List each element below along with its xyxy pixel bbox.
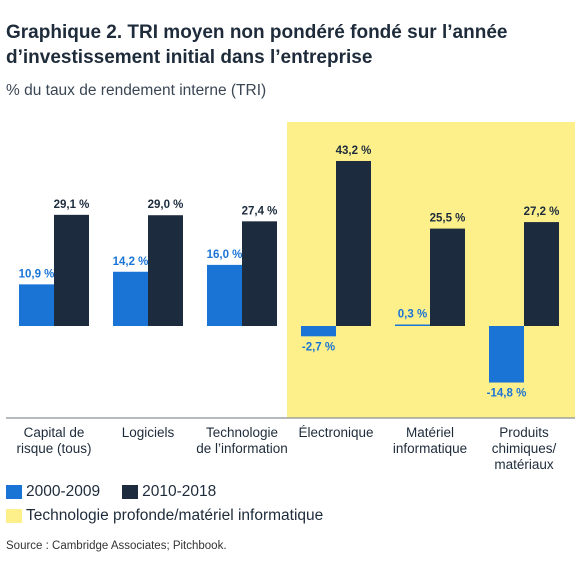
bar-s2-c1: [54, 214, 89, 326]
bar-s2-c2: [148, 215, 183, 326]
data-label-s1-c4: -2,7 %: [302, 341, 335, 353]
data-label-s1-c1: 10,9 %: [19, 268, 55, 280]
bar-s2-c4: [336, 160, 371, 326]
data-label-s1-c3: 16,0 %: [207, 249, 243, 261]
legend-label-series2: 2010-2018: [142, 483, 217, 500]
category-label-c5-line2: informatique: [393, 441, 467, 456]
bar-s1-c2: [113, 271, 148, 326]
data-label-s1-c6: -14,8 %: [487, 388, 527, 400]
data-label-s2-c3: 27,4 %: [242, 205, 278, 217]
chart-title-line-1: Graphique 2. TRI moyen non pondéré fondé…: [6, 22, 508, 43]
legend-highlight: Technologie profonde/matériel informatiq…: [6, 507, 345, 525]
category-label-c1-line1: Capital de: [24, 425, 85, 440]
category-label-c6-line2: chimiques/: [492, 441, 557, 456]
bar-s2-c6: [524, 222, 559, 326]
chart-subtitle: % du taux de rendement interne (TRI): [6, 82, 267, 99]
legend-swatch-series1: [6, 485, 22, 499]
bar-s2-c5: [430, 228, 465, 326]
data-label-s1-c5: 0,3 %: [398, 309, 427, 321]
data-label-s2-c1: 29,1 %: [54, 199, 90, 211]
data-label-s2-c4: 43,2 %: [336, 145, 372, 157]
data-label-s1-c2: 14,2 %: [113, 256, 149, 268]
category-label-c6-line3: matériaux: [494, 457, 554, 472]
data-label-s2-c6: 27,2 %: [524, 206, 560, 218]
category-label-c4-line1: Électronique: [298, 425, 373, 440]
chart-title: Graphique 2. TRI moyen non pondéré fondé…: [6, 20, 566, 70]
legend-item-series1: 2000-2009: [6, 483, 100, 501]
category-label-c3-line2: de l’information: [196, 441, 288, 456]
category-label-c3-line1: Technologie: [206, 425, 278, 440]
legend-swatch-highlight: [6, 509, 22, 523]
source-note: Source : Cambridge Associates; Pitchbook…: [6, 540, 227, 552]
bar-s1-c5: [395, 324, 430, 326]
bar-s1-c4: [301, 326, 336, 337]
data-label-s2-c5: 25,5 %: [430, 213, 466, 225]
bar-s1-c3: [207, 264, 242, 326]
legend-label-highlight: Technologie profonde/matériel informatiq…: [26, 507, 324, 524]
legend-item-highlight: Technologie profonde/matériel informatiq…: [6, 507, 323, 525]
legend-label-series1: 2000-2009: [26, 483, 101, 500]
category-label-c6-line1: Produits: [499, 425, 549, 440]
legend-series: 2000-2009 2010-2018: [6, 483, 238, 501]
chart-title-line-2: d’investissement initial dans l’entrepri…: [6, 47, 373, 68]
category-label-c1-line2: risque (tous): [16, 441, 91, 456]
legend-item-series2: 2010-2018: [122, 483, 216, 501]
bar-s1-c1: [19, 284, 54, 326]
bar-s1-c6: [489, 326, 524, 383]
legend-swatch-series2: [122, 485, 139, 499]
data-label-s2-c2: 29,0 %: [148, 199, 184, 211]
bar-s2-c3: [242, 221, 277, 326]
category-label-c5-line1: Matériel: [406, 425, 454, 440]
category-label-c2-line1: Logiciels: [122, 425, 175, 440]
